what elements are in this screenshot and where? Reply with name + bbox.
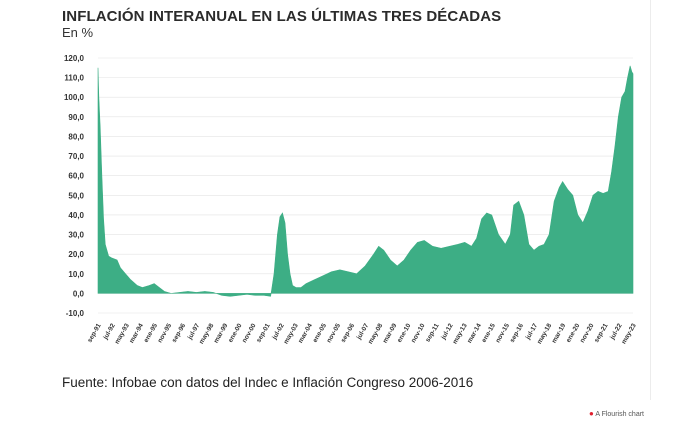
y-tick-label: 90,0 (68, 113, 84, 122)
inflation-area (97, 65, 634, 297)
y-tick-label: 50,0 (68, 191, 84, 200)
y-tick-label: 40,0 (68, 211, 84, 220)
chart-svg: -10,0 0,0 10,0 20,0 30,0 40,0 50,0 60,0 70,0 80,0… (64, 54, 638, 345)
x-tick-label: sep-21 (593, 322, 610, 344)
y-tick-label: 0,0 (73, 289, 85, 298)
gridlines (98, 57, 633, 314)
credit-label: A Flourish chart (595, 411, 644, 418)
y-tick-label: 80,0 (68, 132, 84, 141)
x-tick-label: sep-06 (340, 322, 357, 344)
x-tick-label: sep-11 (424, 322, 440, 343)
x-tick-label: sep-01 (255, 322, 272, 344)
x-tick-label: sep-96 (171, 322, 188, 344)
x-tick-label: sep-91 (86, 322, 103, 344)
chart-card (50, 0, 651, 400)
flourish-dot-icon: ● (588, 409, 594, 418)
source-note: Fuente: Infobae con datos del Indec e In… (62, 375, 474, 390)
chart-subtitle: En % (62, 25, 94, 40)
y-tick-label: -10,0 (66, 309, 85, 318)
y-tick-label: 120,0 (64, 54, 85, 63)
y-tick-label: 100,0 (64, 93, 85, 102)
chart-title: INFLACIÓN INTERANUAL EN LAS ÚLTIMAS TRES… (62, 8, 502, 25)
y-tick-label: 10,0 (68, 270, 84, 279)
y-tick-label: 30,0 (68, 231, 84, 240)
x-tick-label: sep-16 (509, 322, 526, 344)
y-tick-label: 110,0 (64, 74, 84, 83)
x-tick-label: may-23 (620, 322, 637, 345)
x-axis: sep-91 jul-92may-93mar-94ene-95nov-95sep-… (86, 322, 638, 345)
y-axis: -10,0 0,0 10,0 20,0 30,0 40,0 50,0 60,0 70,0 80,0… (64, 54, 85, 318)
y-tick-label: 70,0 (68, 152, 84, 161)
y-tick-label: 20,0 (68, 250, 84, 259)
flourish-credit[interactable]: ● A Flourish chart (589, 409, 644, 418)
y-tick-label: 60,0 (68, 172, 84, 181)
